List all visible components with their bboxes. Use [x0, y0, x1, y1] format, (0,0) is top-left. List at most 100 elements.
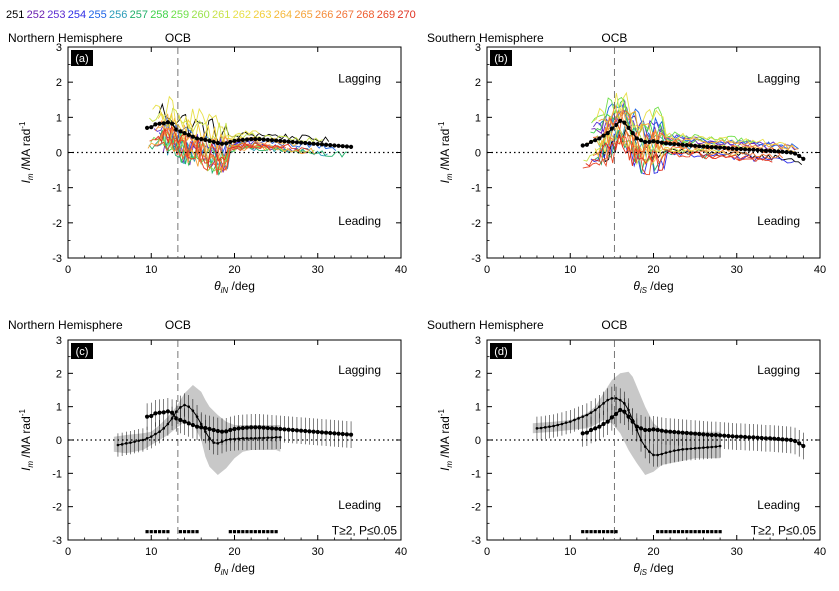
mean-series-point: [722, 433, 727, 438]
significance-marker: [614, 530, 618, 534]
significance-marker: [237, 530, 241, 534]
shifted-series-point: [556, 423, 560, 427]
mean-series-point: [643, 139, 648, 145]
mean-series-point: [278, 138, 283, 143]
mean-series-point: [634, 136, 639, 141]
legend-day-label: 267: [336, 9, 354, 21]
y-tick-label: 3: [56, 335, 62, 347]
mean-series-point: [718, 433, 723, 438]
significance-marker: [253, 530, 257, 534]
shifted-series-point: [116, 443, 120, 447]
shifted-series-point: [539, 426, 543, 430]
legend-day-label: 252: [27, 9, 45, 21]
ocb-label: OCB: [601, 31, 627, 45]
mean-series-point: [676, 142, 681, 147]
significance-marker: [718, 530, 722, 534]
mean-series-point: [638, 426, 644, 431]
significance-marker: [656, 530, 660, 534]
mean-series-point: [240, 425, 245, 431]
shifted-series-point: [120, 443, 124, 446]
mean-series-point: [672, 141, 677, 147]
significance-label: T≥2, P≤0.05: [751, 524, 817, 538]
significance-marker: [676, 530, 681, 534]
shifted-series-point: [668, 450, 672, 453]
significance-marker: [660, 530, 664, 534]
y-tick-label: 2: [475, 77, 481, 89]
mean-series-point: [282, 139, 287, 144]
mean-series-point: [215, 428, 220, 434]
legend-day-label: 266: [315, 9, 333, 21]
shifted-series-point: [598, 405, 601, 408]
mean-series-point: [315, 141, 320, 147]
mean-series-point: [323, 142, 329, 147]
panels: Northern Hemisphere OCB Lagging Leading (a) 0…: [8, 31, 826, 577]
mean-series-point: [668, 141, 673, 146]
x-tick-label: 30: [312, 264, 324, 276]
mean-series-point: [655, 427, 660, 433]
y-tick-label: -3: [52, 535, 62, 547]
x-tick-label: 20: [228, 546, 240, 558]
y-tick-label: -3: [52, 253, 62, 265]
significance-marker: [610, 530, 614, 534]
mean-series-point: [307, 429, 312, 434]
legend-day-label: 257: [130, 9, 148, 21]
shifted-series-line: [117, 404, 281, 446]
mean-series-point: [182, 419, 187, 424]
panel-tag-label: (b): [494, 53, 507, 65]
mean-series-point: [767, 148, 773, 153]
panel-a: Northern Hemisphere OCB Lagging Leading (a) 0…: [8, 31, 407, 295]
ocb-label: OCB: [601, 318, 627, 332]
mean-series-point: [776, 436, 781, 442]
legend-day-label: 260: [191, 9, 209, 21]
y-tick-label: -3: [471, 253, 481, 265]
shifted-series-point: [702, 446, 705, 449]
shifted-series-point: [689, 447, 693, 450]
mean-series-point: [630, 419, 635, 424]
panel-tag-label: (d): [494, 346, 507, 358]
ocb-label: OCB: [165, 318, 191, 332]
mean-series-point: [701, 144, 706, 149]
leading-label: Leading: [338, 498, 381, 512]
mean-series-point: [336, 431, 341, 436]
mean-series-point: [286, 427, 291, 432]
mean-series-point: [290, 427, 295, 433]
mean-series-point: [659, 428, 664, 433]
mean-series-point: [224, 429, 229, 434]
shifted-series-point: [137, 439, 141, 442]
mean-series-point: [303, 428, 308, 434]
y-tick-label: -2: [52, 218, 62, 230]
mean-series-point: [219, 429, 225, 434]
y-tick-label: -1: [52, 183, 62, 195]
mean-series-point: [161, 410, 166, 415]
panel-tag-box: [71, 50, 93, 66]
x-axis-label: θiN /deg: [214, 279, 255, 295]
shifted-series-point: [685, 447, 689, 451]
x-tick-label: 30: [731, 546, 743, 558]
mean-series-point: [153, 411, 158, 416]
x-tick-label: 10: [564, 546, 576, 558]
panel-b: Southern Hemisphere OCB Lagging Leading (b) 0…: [427, 31, 826, 295]
shifted-series-point: [158, 430, 161, 433]
mean-series-point: [747, 147, 752, 152]
hemisphere-title: Northern Hemisphere: [8, 318, 123, 332]
mean-series-point: [684, 143, 689, 148]
x-tick-label: 40: [395, 546, 407, 558]
significance-marker: [232, 530, 237, 534]
shifted-series-point: [535, 427, 539, 430]
mean-series-point: [178, 417, 183, 423]
mean-series-point: [784, 150, 789, 155]
shifted-series-point: [187, 405, 191, 408]
y-tick-label: -2: [471, 502, 481, 514]
y-tick-label: -2: [52, 502, 62, 514]
mean-series-point: [244, 425, 250, 430]
mean-series-point: [299, 428, 304, 433]
significance-marker: [182, 530, 187, 534]
significance-marker: [685, 530, 689, 534]
mean-series-point: [165, 120, 170, 125]
x-tick-label: 0: [484, 546, 490, 558]
panel-tag-label: (c): [76, 346, 89, 358]
mean-series-point: [157, 410, 162, 415]
x-tick-label: 40: [395, 264, 407, 276]
mean-series-point: [643, 427, 648, 433]
